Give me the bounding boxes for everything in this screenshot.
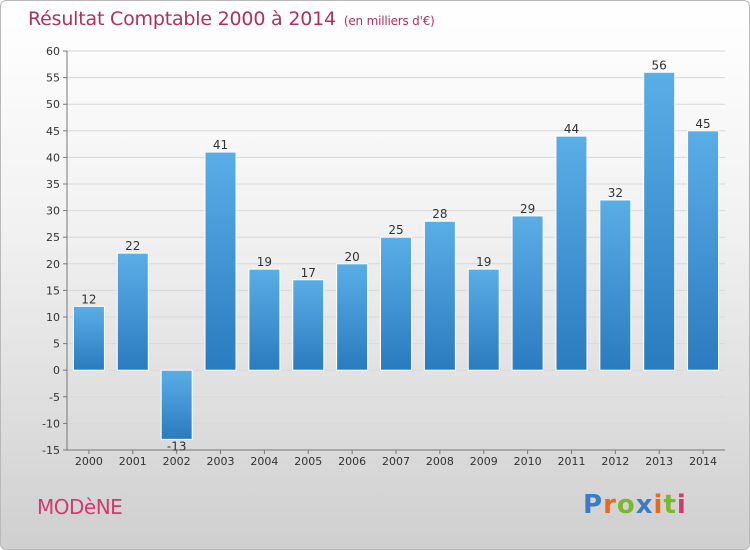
data-label: 45 (695, 117, 710, 131)
x-tick-label: 2003 (207, 455, 235, 468)
plot-area: -15 -10 -5 0 5 10 15 20 25 30 35 40 45 50 55 60 2000 12 20… (42, 45, 725, 468)
bar (72, 305, 105, 371)
bar (687, 130, 720, 371)
bar (292, 279, 325, 371)
x-tick-label: 2011 (557, 455, 585, 468)
y-tick-label: 25 (46, 231, 60, 244)
data-label: 12 (81, 292, 96, 306)
y-tick-label: 60 (46, 45, 60, 58)
bar (204, 151, 237, 371)
y-tick-label: 5 (53, 338, 60, 351)
bar (555, 135, 588, 371)
x-tick-label: 2012 (601, 455, 629, 468)
data-label: 17 (301, 266, 316, 280)
bar (380, 236, 412, 371)
x-tick-label: 2009 (470, 455, 498, 468)
x-tick-label: 2008 (426, 455, 454, 468)
x-tick-label: 2004 (250, 455, 278, 468)
logo-letter: i (653, 490, 664, 520)
logo-letter: r (603, 490, 617, 520)
bar (423, 220, 456, 371)
bar (336, 263, 369, 371)
logo-letter: x (635, 490, 654, 520)
y-tick-label: 50 (46, 98, 60, 111)
y-tick-label: 40 (46, 151, 60, 164)
x-tick-label: 2005 (294, 455, 322, 468)
y-tick-label: -10 (42, 417, 60, 430)
data-label: 28 (432, 207, 447, 221)
data-label: 44 (564, 122, 579, 136)
y-tick-label: 0 (53, 364, 60, 377)
y-tick-label: 10 (46, 311, 60, 324)
bar (643, 71, 676, 371)
data-label: 19 (476, 255, 491, 269)
logo-letter: o (616, 490, 636, 520)
x-tick-label: 2001 (119, 455, 147, 468)
bar (248, 268, 281, 371)
y-tick-label: 55 (46, 72, 60, 85)
data-label: 56 (652, 58, 667, 72)
bar (511, 215, 544, 371)
y-tick-label: 15 (46, 284, 60, 297)
logo-letter: P (583, 490, 604, 520)
y-tick-label: -5 (49, 391, 60, 404)
x-tick-label: 2007 (382, 455, 410, 468)
data-label: 19 (257, 255, 272, 269)
bar (599, 199, 632, 371)
data-label: 29 (520, 202, 535, 216)
x-tick-label: 2010 (514, 455, 542, 468)
bar (467, 268, 500, 371)
data-label: -13 (167, 439, 187, 453)
bar (160, 369, 193, 440)
logo-letter: i (676, 490, 687, 520)
proxiti-logo: Proxiti (583, 490, 687, 520)
data-label: 41 (213, 138, 228, 152)
y-tick-label: 45 (46, 125, 60, 138)
logo-letter: t (663, 490, 677, 520)
y-tick-label: -15 (42, 444, 60, 457)
chart-subtitle: (en milliers d'€) (343, 14, 435, 28)
y-tick-label: 30 (46, 205, 60, 218)
y-tick-label: 20 (46, 258, 60, 271)
commune-name: MODèNE (37, 495, 123, 519)
x-tick-label: 2002 (163, 455, 191, 468)
x-tick-label: 2013 (645, 455, 673, 468)
chart-title: Résultat Comptable 2000 à 2014 (en millie… (28, 8, 435, 30)
y-tick-label: 35 (46, 178, 60, 191)
data-label: 25 (388, 223, 403, 237)
data-label: 32 (608, 186, 623, 200)
bar (116, 252, 149, 371)
x-tick-label: 2006 (338, 455, 366, 468)
chart-title-text: Résultat Comptable 2000 à 2014 (28, 8, 336, 30)
x-tick-label: 2014 (689, 455, 717, 468)
data-label: 22 (125, 239, 140, 253)
x-tick-label: 2000 (75, 455, 103, 468)
data-label: 20 (344, 250, 359, 264)
